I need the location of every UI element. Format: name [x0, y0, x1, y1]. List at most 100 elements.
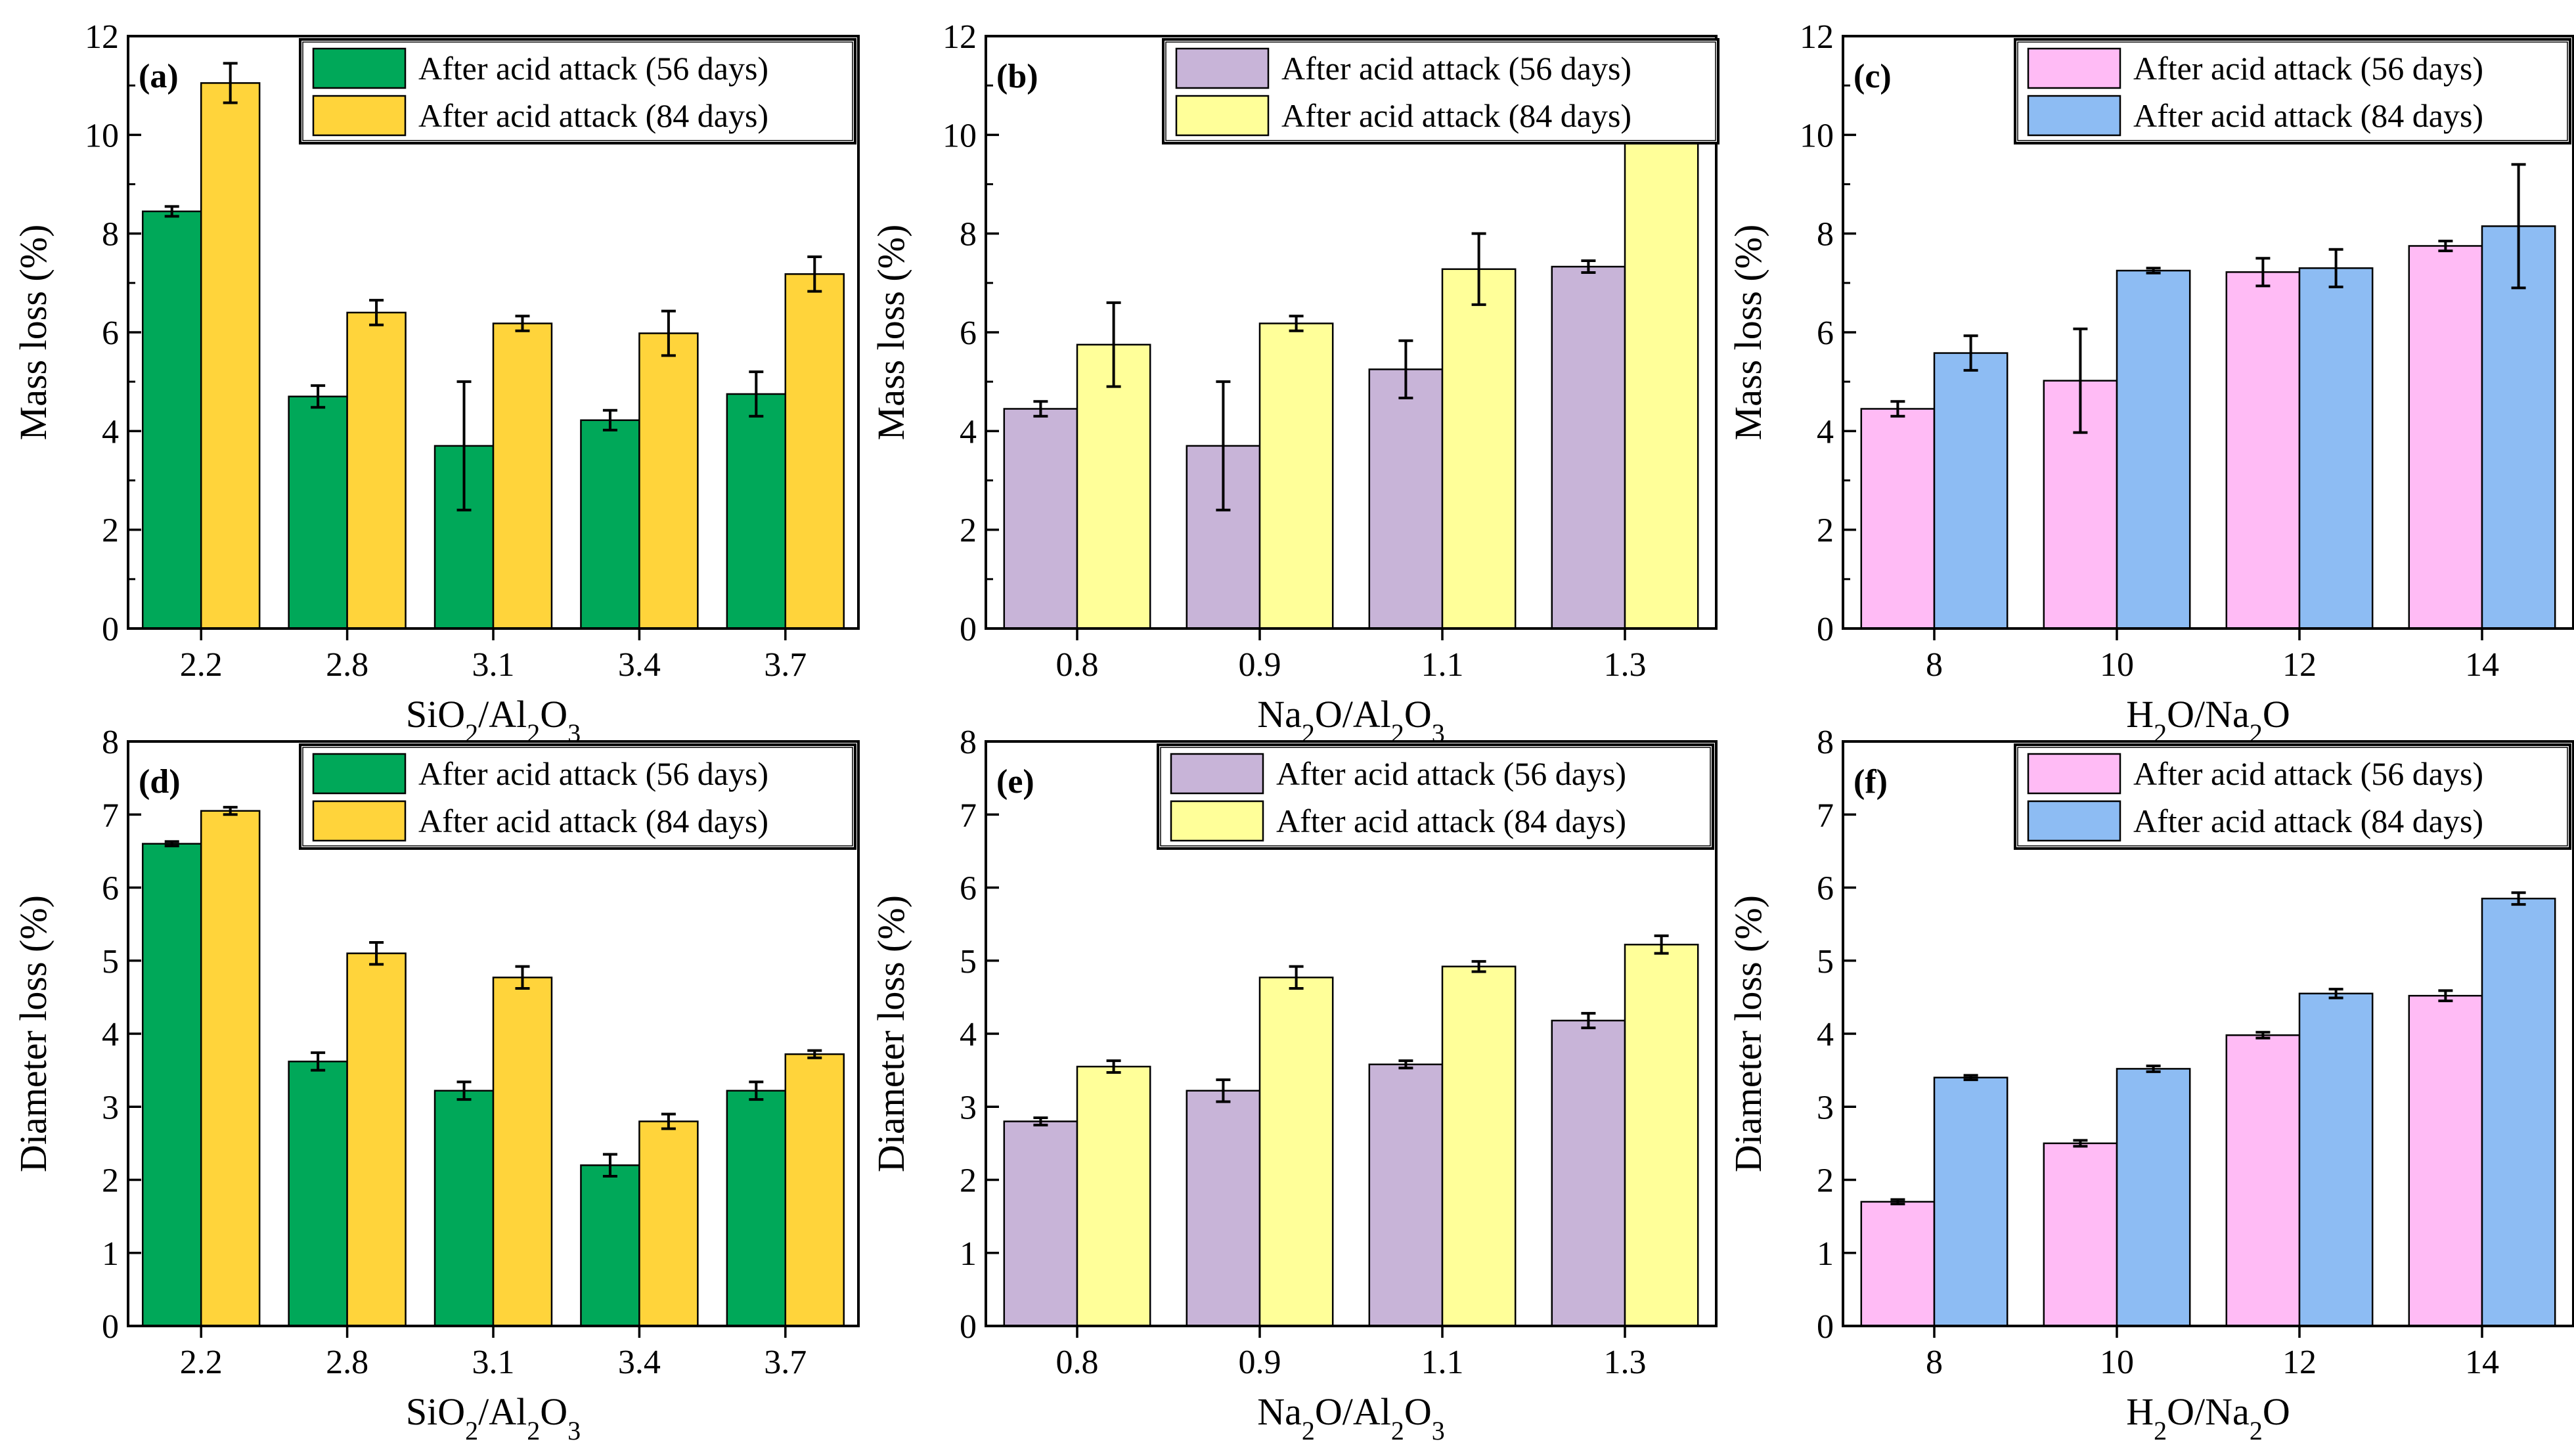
- x-tick-label-e-1: 0.9: [1239, 1344, 1281, 1381]
- x-axis-title-part-d-5: 3: [567, 1416, 581, 1445]
- y-tick-label-e-3: 3: [960, 1089, 977, 1126]
- x-axis-title-part-e-0: Na: [1257, 1390, 1302, 1433]
- bar-c-s0-2: [2225, 271, 2301, 630]
- x-axis-title-part-a-0: SiO: [406, 693, 465, 736]
- x-tick-label-c-1: 10: [2100, 646, 2134, 684]
- legend-label-f-1: After acid attack (84 days): [2133, 803, 2483, 839]
- legend-swatch-c-0: [2027, 47, 2121, 89]
- x-axis-title-part-a-1: 2: [465, 718, 478, 748]
- bar-d-s1-4: [784, 1053, 845, 1327]
- bar-e-s1-0: [1076, 1065, 1151, 1327]
- x-tick-label-a-0: 2.2: [180, 646, 223, 684]
- legend-swatch-a-1: [312, 95, 407, 137]
- bar-f-s1-3: [2481, 897, 2556, 1327]
- y-tick-label-d-7: 7: [102, 797, 119, 834]
- y-tick-label-a-4: 8: [102, 216, 119, 254]
- legend-d: After acid attack (56 days) After acid at…: [299, 743, 856, 850]
- legend-f: After acid attack (56 days) After acid at…: [2014, 743, 2571, 850]
- x-tick-label-e-3: 1.3: [1604, 1344, 1647, 1381]
- bar-f-s0-3: [2408, 994, 2483, 1327]
- y-tick-label-c-0: 0: [1817, 611, 1834, 648]
- x-axis-title-part-e-1: 2: [1302, 1416, 1315, 1445]
- bar-d-s1-1: [346, 952, 407, 1327]
- x-tick-label-d-1: 2.8: [326, 1344, 368, 1381]
- legend-swatch-f-1: [2027, 800, 2121, 842]
- legend-c: After acid attack (56 days) After acid at…: [2014, 38, 2571, 144]
- bar-f-s1-0: [1933, 1076, 2008, 1327]
- legend-label-b-1: After acid attack (84 days): [1281, 97, 1631, 134]
- y-tick-label-b-5: 10: [943, 117, 977, 154]
- x-axis-title-part-d-1: 2: [465, 1416, 478, 1445]
- legend-swatch-d-1: [312, 800, 407, 842]
- y-tick-label-e-4: 4: [960, 1016, 977, 1053]
- legend-label-e-1: After acid attack (84 days): [1276, 803, 1626, 839]
- x-tick-label-a-3: 3.4: [618, 646, 661, 684]
- bar-f-s0-0: [1860, 1201, 1936, 1327]
- bar-d-s0-2: [433, 1090, 495, 1327]
- x-tick-label-a-1: 2.8: [326, 646, 368, 684]
- bar-f-s0-2: [2225, 1034, 2301, 1327]
- legend-inner-frame-e: [1160, 747, 1711, 847]
- bar-b-s1-0: [1076, 343, 1151, 630]
- bar-a-s1-4: [784, 273, 845, 630]
- y-tick-label-c-5: 10: [1800, 117, 1834, 154]
- legend-label-b-0: After acid attack (56 days): [1281, 50, 1631, 87]
- legend-label-f-0: After acid attack (56 days): [2133, 755, 2483, 792]
- bar-c-s1-1: [2116, 269, 2191, 630]
- x-tick-label-f-3: 14: [2465, 1344, 2499, 1381]
- bar-a-s1-3: [638, 332, 699, 630]
- x-axis-title-part-b-4: O: [1404, 693, 1432, 736]
- bar-d-s1-2: [492, 977, 553, 1327]
- y-axis-title-b: Mass loss (%): [870, 225, 912, 441]
- y-tick-label-d-8: 8: [102, 724, 119, 761]
- y-axis-title-d: Diameter loss (%): [12, 895, 55, 1172]
- x-axis-title-part-f-2: O/Na: [2167, 1390, 2250, 1433]
- legend-label-d-1: After acid attack (84 days): [418, 803, 768, 839]
- legend-inner-frame-d: [302, 747, 853, 847]
- panel-label-d: (d): [139, 763, 181, 801]
- bar-e-s0-2: [1368, 1063, 1444, 1327]
- bar-c-s1-0: [1933, 352, 2008, 630]
- y-tick-label-f-6: 6: [1817, 870, 1834, 908]
- y-tick-label-a-1: 2: [102, 512, 119, 550]
- y-tick-label-e-6: 6: [960, 870, 977, 908]
- x-tick-label-d-4: 3.7: [764, 1344, 807, 1381]
- panel-label-a: (a): [139, 58, 179, 95]
- y-tick-label-f-1: 1: [1817, 1235, 1834, 1273]
- x-axis-title-b: Na2O/Al2O3: [1257, 693, 1445, 748]
- x-axis-title-part-c-0: H: [2126, 693, 2154, 736]
- bar-e-s0-3: [1551, 1019, 1626, 1327]
- x-axis-title-part-c-2: O/Na: [2167, 693, 2250, 736]
- bar-a-s1-0: [200, 82, 261, 630]
- bar-a-s0-4: [726, 393, 787, 630]
- x-axis-title-part-d-0: SiO: [406, 1390, 465, 1433]
- x-tick-label-a-4: 3.7: [764, 646, 807, 684]
- bar-a-s0-3: [580, 419, 640, 630]
- x-axis-title-part-c-4: O: [2263, 693, 2290, 736]
- y-tick-label-d-3: 3: [102, 1089, 119, 1126]
- x-axis-title-part-e-4: O: [1404, 1390, 1432, 1433]
- y-tick-label-a-3: 6: [102, 315, 119, 352]
- legend-label-a-0: After acid attack (56 days): [418, 50, 768, 87]
- bar-b-s0-2: [1368, 368, 1444, 630]
- x-axis-title-part-f-1: 2: [2154, 1416, 2167, 1445]
- legend-inner-frame-a: [302, 41, 853, 141]
- x-tick-label-f-2: 12: [2282, 1344, 2317, 1381]
- x-tick-label-e-0: 0.8: [1056, 1344, 1099, 1381]
- y-tick-label-e-8: 8: [960, 724, 977, 761]
- bar-f-s1-2: [2298, 992, 2374, 1327]
- bar-d-s1-3: [638, 1120, 699, 1327]
- bar-d-s0-4: [726, 1090, 787, 1327]
- bar-e-s0-0: [1003, 1120, 1078, 1327]
- legend-swatch-e-0: [1170, 753, 1264, 795]
- x-axis-title-d: SiO2/Al2O3: [406, 1390, 581, 1445]
- y-tick-label-f-7: 7: [1817, 797, 1834, 834]
- x-tick-label-f-0: 8: [1926, 1344, 1943, 1381]
- y-tick-label-c-2: 4: [1817, 413, 1834, 451]
- y-tick-label-f-5: 5: [1817, 943, 1834, 981]
- bar-b-s0-3: [1551, 265, 1626, 630]
